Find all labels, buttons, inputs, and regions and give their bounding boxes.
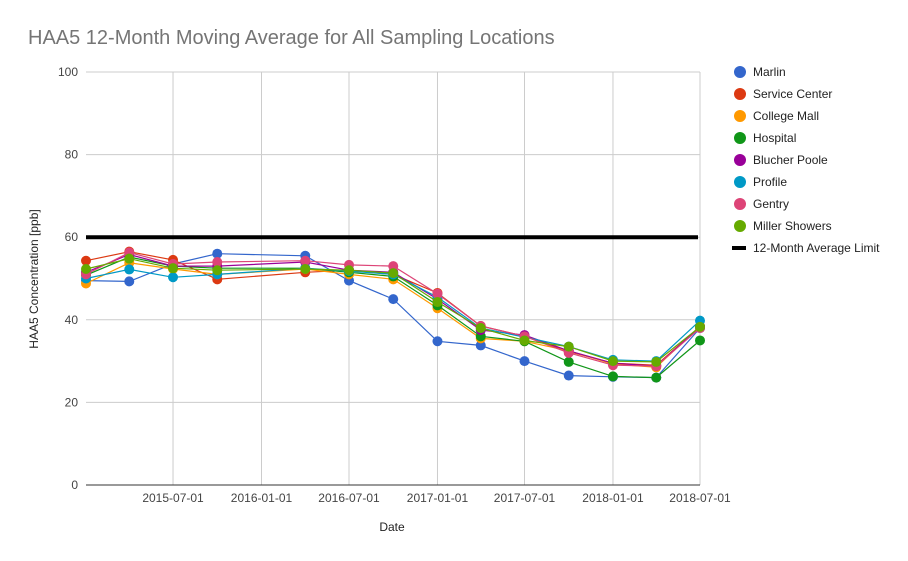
legend-marker-profile [734,176,746,188]
data-point-profile [124,264,135,275]
series-miller-showers [81,253,705,367]
data-point-miller-showers [388,268,399,279]
data-point-miller-showers [344,265,355,276]
series-line-marlin [85,253,701,379]
data-point-gentry [300,255,311,266]
series-line-profile [85,267,701,362]
data-point-hospital [695,335,705,346]
legend-label-service-center: Service Center [753,87,832,101]
data-point-miller-showers [300,264,311,275]
legend-label-marlin: Marlin [753,65,786,79]
data-point-miller-showers [607,356,618,367]
x-tick-label: 2017-01-01 [407,491,469,505]
data-point-marlin [519,356,530,367]
data-point-miller-showers [212,265,223,276]
data-point-miller-showers [563,341,574,352]
legend-marker-service-center [734,88,746,100]
legend-label-college-mall: College Mall [753,109,819,123]
x-tick-label: 2018-01-01 [582,491,644,505]
legend-label-profile: Profile [753,175,787,189]
y-tick-label: 80 [65,148,79,162]
legend-marker-blucher-poole [734,154,746,166]
data-point-gentry [432,288,443,299]
y-tick-label: 60 [65,230,79,244]
chart-title: HAA5 12-Month Moving Average for All Sam… [28,27,555,49]
legend: Marlin Service Center College Mall Hospital… [732,65,880,255]
legend-label-miller-showers: Miller Showers [753,219,832,233]
data-point-hospital [563,356,574,367]
x-tick-label: 2015-07-01 [142,491,204,505]
legend-marker-miller-showers [734,220,746,232]
data-point-service-center [81,255,91,266]
data-point-gentry [212,256,223,267]
legend-marker-gentry [734,198,746,210]
x-axis-ticks: 2015-07-01 2016-01-01 2016-07-01 2017-01-01… [142,491,731,505]
x-tick-label: 2016-07-01 [318,491,380,505]
legend-marker-hospital [734,132,746,144]
data-point-miller-showers [81,264,91,275]
y-axis-title: HAA5 Concentration [ppb] [27,209,41,348]
data-point-miller-showers [432,297,443,308]
data-point-gentry [388,261,399,272]
series-line-college-mall [85,262,701,368]
data-point-hospital [607,371,618,382]
series-line-miller-showers [85,258,701,363]
data-point-miller-showers [124,253,135,264]
data-point-miller-showers [695,321,705,332]
x-axis-title: Date [379,520,405,534]
data-point-hospital [651,372,662,383]
data-point-marlin [388,294,399,305]
x-tick-label: 2018-07-01 [669,491,731,505]
legend-label-hospital: Hospital [753,131,796,145]
data-point-marlin [432,336,443,347]
legend-label-limit: 12-Month Average Limit [753,241,880,255]
data-point-marlin [124,276,135,287]
data-point-miller-showers [651,356,662,367]
series-gentry [81,247,705,372]
data-point-marlin [212,248,223,259]
y-tick-label: 0 [71,478,78,492]
x-tick-label: 2016-01-01 [231,491,293,505]
y-tick-label: 40 [65,313,79,327]
series-line-gentry [85,251,701,367]
data-point-marlin [563,370,574,381]
data-point-profile [168,272,179,283]
y-tick-label: 20 [65,395,79,409]
series-layer [81,246,705,383]
legend-label-blucher-poole: Blucher Poole [753,153,828,167]
legend-marker-marlin [734,66,746,78]
data-point-miller-showers [168,263,179,274]
data-point-marlin [475,340,486,351]
y-axis-ticks: 0 20 40 60 80 100 [58,65,78,492]
legend-label-gentry: Gentry [753,197,789,211]
data-point-miller-showers [475,323,486,334]
legend-marker-college-mall [734,110,746,122]
data-point-miller-showers [519,335,530,346]
x-tick-label: 2017-07-01 [494,491,556,505]
y-tick-label: 100 [58,65,78,79]
